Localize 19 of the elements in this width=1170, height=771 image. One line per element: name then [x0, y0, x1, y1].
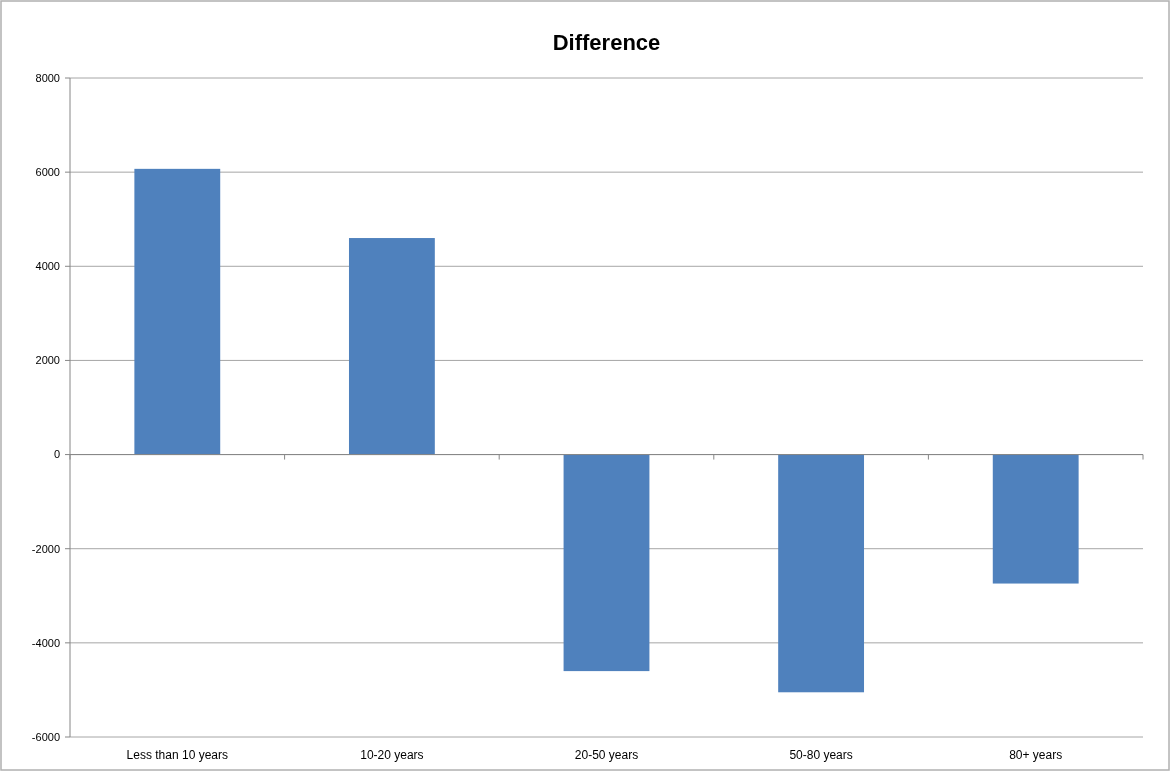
x-tick-label: 50-80 years	[789, 748, 853, 762]
y-tick-label: 8000	[35, 71, 60, 84]
chart-title: Difference	[552, 30, 661, 55]
x-tick-label: 20-50 years	[574, 748, 639, 762]
y-tick-label: 4000	[35, 260, 60, 273]
y-tick-label: -4000	[31, 636, 60, 649]
y-tick-label: -2000	[31, 542, 60, 555]
x-tick-label: 80+ years	[1009, 748, 1063, 762]
y-tick-label: 0	[53, 448, 60, 461]
bar	[348, 238, 435, 455]
x-tick-label: Less than 10 years	[126, 748, 228, 762]
bar	[778, 454, 865, 693]
bar	[992, 454, 1079, 584]
y-tick-label: -6000	[31, 730, 60, 743]
y-tick-label: 6000	[35, 165, 60, 178]
bar	[134, 168, 221, 455]
y-tick-label: 2000	[35, 354, 60, 367]
bar	[563, 454, 650, 672]
x-tick-label: 10-20 years	[360, 748, 424, 762]
